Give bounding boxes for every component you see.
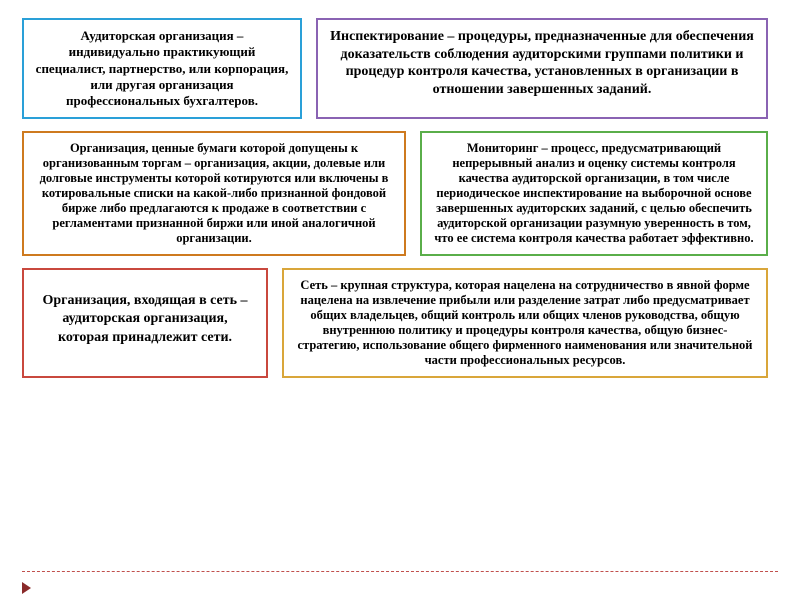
definition-box-inspection: Инспектирование – процедуры, предназначе… [316,18,768,119]
definition-box-network-org: Организация, входящая в сеть – аудиторск… [22,268,268,378]
definition-box-audit-org: Аудиторская организация – индивидуально … [22,18,302,119]
definition-box-listed-org: Организация, ценные бумаги которой допущ… [22,131,406,256]
row-3: Организация, входящая в сеть – аудиторск… [22,268,778,378]
row-1: Аудиторская организация – индивидуально … [22,18,778,119]
definition-box-network: Сеть – крупная структура, которая нацеле… [282,268,768,378]
footer-divider [22,571,778,572]
footer-arrow-icon [22,582,31,594]
definition-box-monitoring: Мониторинг – процесс, предусматривающий … [420,131,768,256]
row-2: Организация, ценные бумаги которой допущ… [22,131,778,256]
